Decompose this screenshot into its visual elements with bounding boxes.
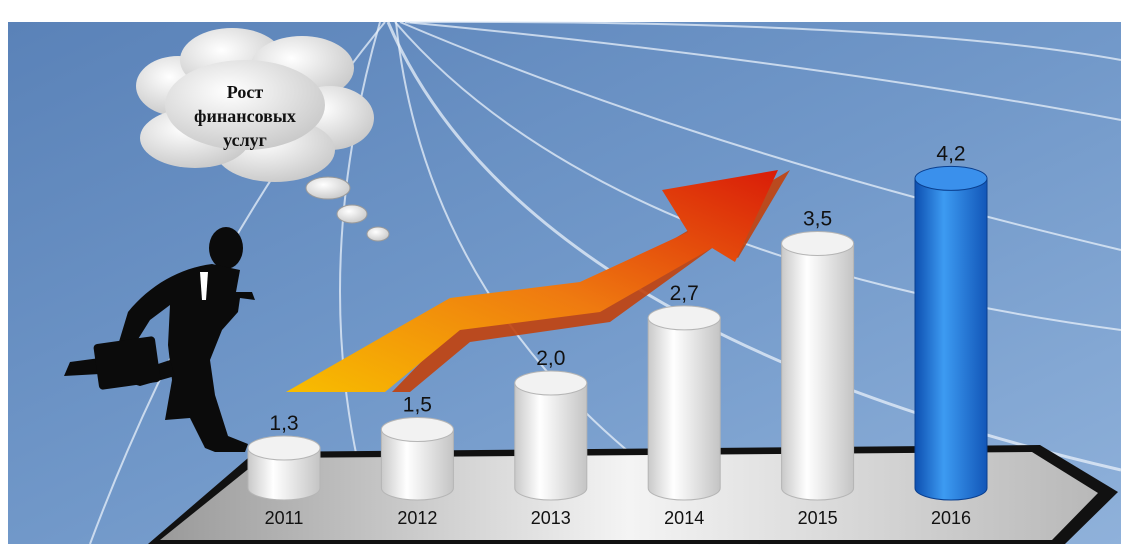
year-labels-layer: 2011 2012 2013 2014 2015 2016 bbox=[265, 508, 971, 528]
bars-layer bbox=[247, 165, 988, 501]
category-label-2014: 2014 bbox=[664, 508, 704, 528]
value-label-2011: 1,3 bbox=[269, 412, 298, 435]
value-labels-layer: 1,3 1,5 2,0 2,7 3,5 4,2 bbox=[269, 142, 965, 435]
bar-2016 bbox=[914, 165, 988, 501]
category-label-2016: 2016 bbox=[931, 508, 971, 528]
bar-2015 bbox=[781, 231, 855, 501]
cloud-line-2: финансовых bbox=[194, 106, 296, 126]
category-label-2013: 2013 bbox=[531, 508, 571, 528]
value-label-2013: 2,0 bbox=[536, 347, 565, 370]
category-label-2012: 2012 bbox=[397, 508, 437, 528]
value-label-2016: 4,2 bbox=[936, 142, 965, 165]
bar-2012 bbox=[380, 417, 454, 501]
value-label-2015: 3,5 bbox=[803, 208, 832, 231]
category-label-2011: 2011 bbox=[265, 508, 304, 528]
trend-arrow bbox=[286, 170, 790, 392]
value-label-2012: 1,5 bbox=[403, 394, 432, 417]
cloud-line-1: Рост bbox=[227, 82, 264, 102]
cloud-line-3: услуг bbox=[223, 130, 267, 150]
bar-2014 bbox=[647, 305, 721, 501]
value-label-2014: 2,7 bbox=[670, 282, 699, 305]
category-label-2015: 2015 bbox=[798, 508, 838, 528]
businessman-silhouette bbox=[64, 227, 255, 452]
bar-2013 bbox=[514, 370, 588, 501]
bar-2011 bbox=[247, 435, 321, 501]
thought-cloud: Рост финансовых услуг bbox=[136, 28, 390, 242]
